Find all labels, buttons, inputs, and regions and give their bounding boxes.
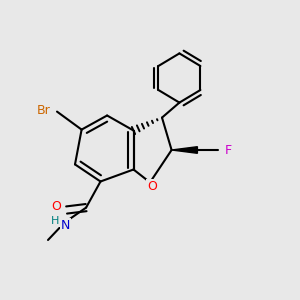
Text: O: O bbox=[51, 200, 61, 214]
Text: Br: Br bbox=[37, 104, 50, 117]
Text: N: N bbox=[61, 219, 70, 232]
Text: F: F bbox=[225, 143, 232, 157]
Text: O: O bbox=[147, 179, 157, 193]
Text: H: H bbox=[51, 216, 59, 226]
Polygon shape bbox=[172, 147, 197, 153]
